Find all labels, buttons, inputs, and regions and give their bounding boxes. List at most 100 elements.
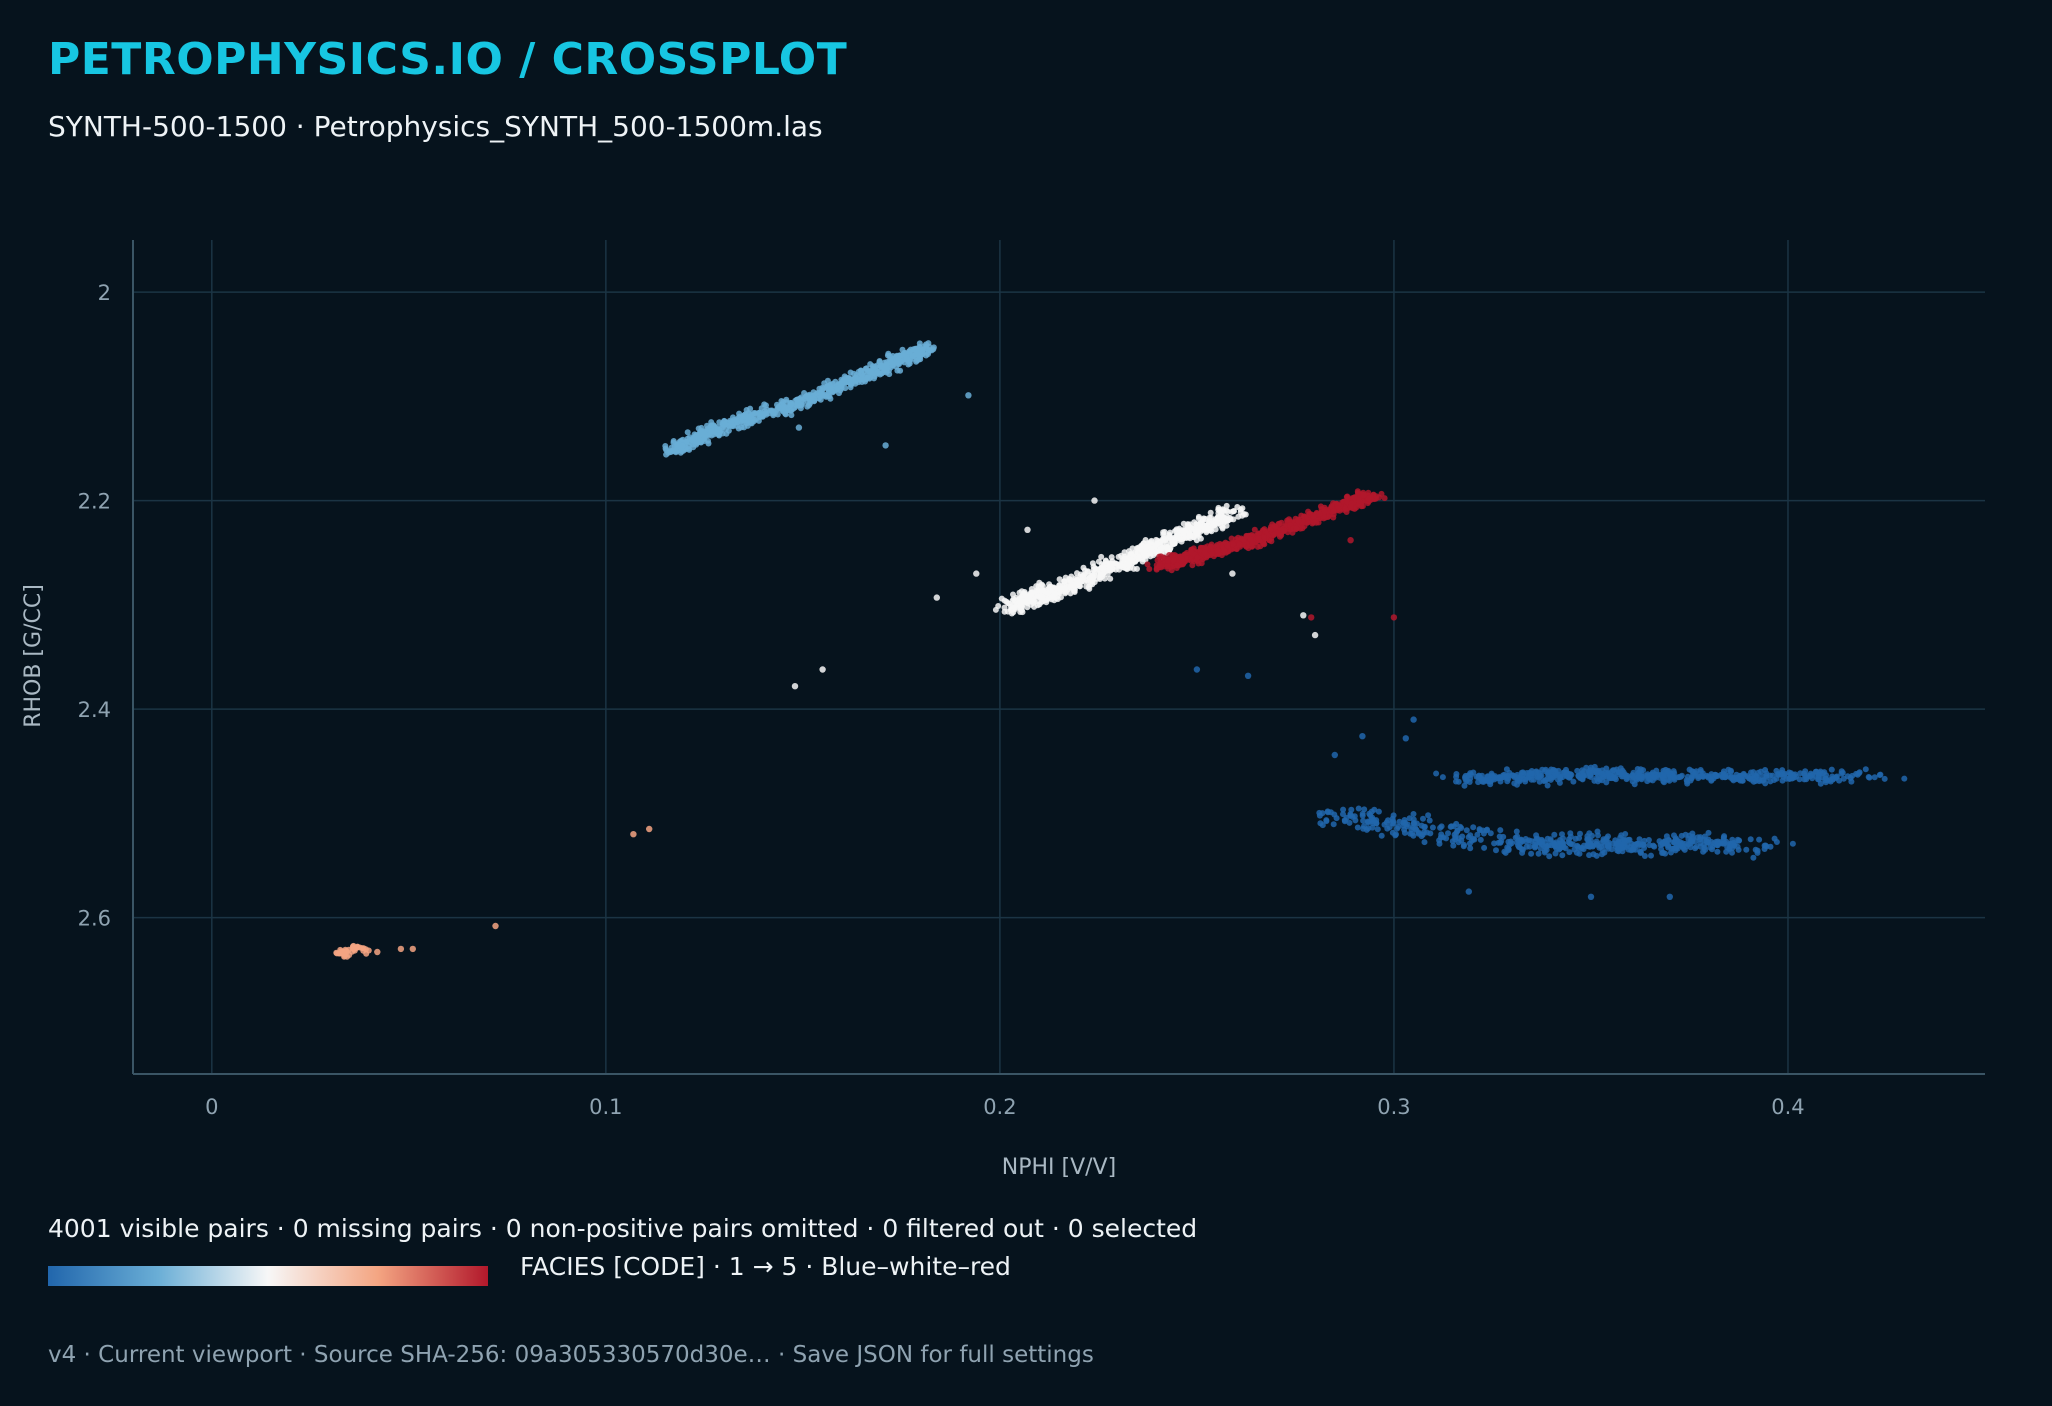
data-point [850,370,857,377]
data-point [1355,805,1362,812]
data-point [1748,773,1754,780]
data-point [1813,768,1820,775]
tick-labels: 0 0.1 0.2 0.3 0.4 2 2.2 2.4 2.6 [78,281,1805,1119]
data-point [1677,841,1684,848]
data-point [1684,780,1691,787]
data-point [1636,836,1643,843]
data-point [1335,505,1341,512]
data-point [755,417,762,424]
y-tick-label: 2.2 [78,490,111,514]
data-point [820,392,827,399]
data-point [1010,596,1017,603]
data-point [1010,591,1016,598]
x-tick-label: 0.2 [983,1095,1016,1119]
outlier-point [1410,716,1417,723]
outlier-point [1300,612,1307,619]
data-point [1251,526,1258,533]
data-point [1321,508,1328,515]
data-point [1528,776,1535,783]
y-tick-label: 2.4 [78,698,111,722]
data-point [1756,776,1763,783]
data-point [1497,827,1504,834]
data-point [1426,817,1433,824]
data-point [1589,832,1595,839]
data-point [1342,505,1349,512]
data-point [1487,830,1494,837]
data-point [1495,839,1502,846]
data-point [903,356,910,363]
data-point [1199,517,1206,524]
data-point [1108,562,1115,569]
data-point [1351,494,1358,501]
data-point [1219,524,1226,531]
data-point [1207,509,1214,516]
data-point [1173,532,1180,539]
data-point [1463,827,1470,834]
data-point [1497,774,1504,781]
data-point [1164,557,1171,564]
data-point [1346,819,1353,826]
data-point [708,422,715,429]
data-point [1249,540,1256,547]
data-point [1347,812,1354,819]
x-axis-label: NPHI [V/V] [1002,1155,1116,1180]
outlier-point [1024,526,1031,533]
data-point [1507,838,1514,845]
data-point [1705,829,1712,836]
data-point [1436,840,1443,847]
data-point [1227,514,1233,521]
data-point [1412,825,1419,832]
data-point [1551,831,1558,838]
data-point [1410,811,1417,817]
x-tick-label: 0 [205,1095,218,1119]
data-point [1876,772,1883,778]
outlier-point [1666,893,1674,900]
data-point [1576,850,1583,857]
data-point [730,423,736,430]
data-point [1080,564,1087,571]
data-point [1418,822,1425,829]
x-tick-label: 0.3 [1377,1095,1410,1119]
data-point [1068,577,1075,583]
data-point [1421,839,1428,846]
axes [132,240,1985,1075]
data-point [1120,557,1126,564]
data-point [808,395,815,402]
data-point [1640,841,1647,848]
data-point [1516,844,1523,851]
outlier-point [882,442,889,449]
data-point [1665,844,1672,851]
y-tick-label: 2.6 [78,907,111,931]
data-point [820,385,827,392]
data-point [1689,838,1696,845]
data-point [750,418,757,425]
data-point [1293,525,1300,532]
data-point [1518,769,1525,776]
data-point [1678,772,1685,779]
data-point [1467,775,1474,782]
data-point [1056,576,1063,583]
data-point [1021,589,1028,595]
outlier-point [965,392,972,399]
outlier-point [973,570,980,577]
data-point [1223,507,1230,514]
data-point [1453,773,1460,780]
data-point [1001,608,1008,615]
data-point [897,367,904,374]
data-point [738,418,745,425]
data-point [1787,771,1794,778]
data-point [1551,841,1558,848]
data-point [1143,544,1150,550]
data-point [916,340,923,347]
data-point [1730,774,1737,781]
data-point [1526,843,1533,850]
data-point [841,377,848,384]
data-point [1761,846,1768,852]
data-point [1569,841,1576,848]
outlier-point [374,948,381,956]
data-point [1091,571,1098,578]
data-point [359,945,366,952]
outlier-point [933,594,940,601]
data-point [1482,777,1489,784]
